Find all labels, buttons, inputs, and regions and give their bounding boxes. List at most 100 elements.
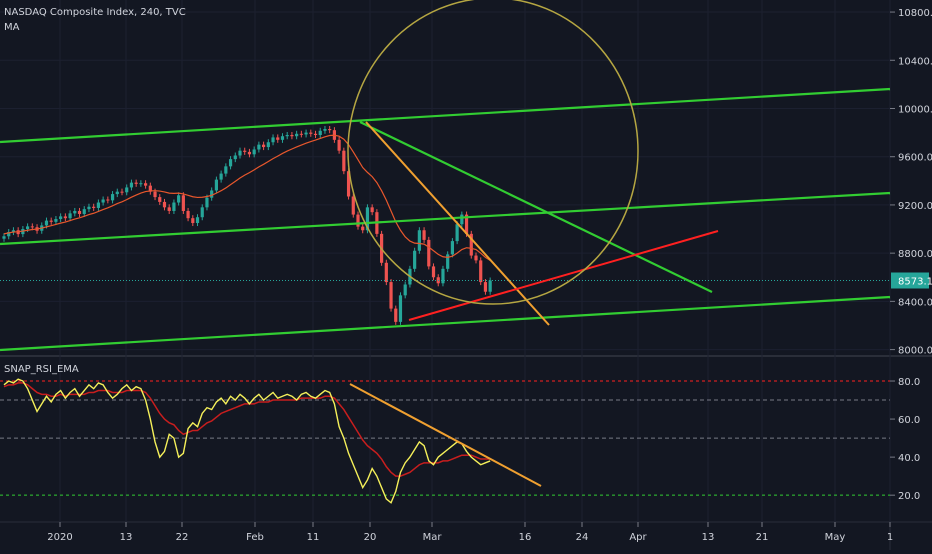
channel-upper-line: [0, 87, 891, 144]
x-tick-label: May: [825, 532, 846, 543]
candle-body: [144, 183, 148, 186]
x-tick-label: Feb: [246, 532, 264, 543]
candle-body: [101, 199, 105, 203]
rsi-pane[interactable]: [0, 378, 890, 504]
rsi-tick-label: 20.0: [898, 491, 920, 502]
candle-body: [214, 179, 218, 191]
candle-body: [446, 254, 450, 269]
candle-body: [219, 173, 223, 180]
orange-trend-line: [365, 121, 550, 326]
candle-body: [483, 282, 488, 292]
y-tick-label: 9600.0: [898, 153, 932, 164]
candle-body: [441, 268, 445, 284]
rsi-line: [3, 378, 491, 504]
y-tick-label: 8400.0: [898, 297, 932, 308]
candle-body: [73, 210, 77, 214]
candle-body: [238, 150, 242, 156]
y-tick-label: 10000.0: [898, 104, 932, 115]
candle-body: [11, 230, 16, 233]
candle-body: [280, 136, 285, 140]
circle-drawing: [347, 0, 639, 305]
x-tick-label: 16: [519, 532, 532, 543]
candle-body: [290, 135, 294, 137]
candle-body: [342, 150, 346, 172]
candle-body: [153, 191, 157, 198]
last-price-badge: [891, 272, 929, 289]
candle-body: [44, 220, 49, 226]
candle-body: [257, 144, 261, 150]
channel-mid-line: [0, 191, 891, 246]
candle-body: [460, 214, 464, 225]
rsi-tick-label: 60.0: [898, 415, 920, 426]
y-tick-label: 10400.0: [898, 56, 932, 67]
candle-body: [54, 219, 58, 222]
y-tick-label: 8800.0: [898, 249, 932, 260]
candle-body: [351, 196, 355, 215]
x-tick-label: 21: [756, 532, 769, 543]
candle-body: [59, 216, 63, 220]
candle-body: [450, 241, 454, 255]
candle-body: [106, 199, 110, 201]
x-tick-label: Apr: [629, 532, 647, 543]
x-tick-label: 1: [887, 532, 893, 543]
candle-body: [210, 190, 214, 198]
candle-body: [87, 206, 91, 210]
x-tick-label: 24: [576, 532, 589, 543]
candle-body: [68, 213, 72, 219]
rsi-indicator-label[interactable]: SNAP_RSI_EMA: [4, 364, 79, 375]
candle-body: [422, 230, 426, 240]
candle-body: [328, 128, 332, 131]
candle-body: [7, 232, 11, 237]
axes: 2020 13 22 Feb 11 20 Mar 16 24 Apr 13 21 May 1 8000.0 8…: [47, 8, 932, 543]
candle-body: [285, 135, 289, 137]
candle-body: [394, 308, 398, 322]
candle-body: [191, 218, 195, 224]
candle-body: [318, 130, 322, 136]
x-tick-label: 22: [176, 532, 189, 543]
candle-body: [96, 202, 100, 208]
candle-body: [488, 280, 492, 292]
candle-body: [181, 195, 185, 211]
candle-body: [361, 226, 365, 231]
candle-body: [228, 159, 233, 167]
candle-body: [370, 207, 374, 213]
candle-body: [455, 224, 459, 242]
drawings[interactable]: [0, 0, 891, 352]
candle-body: [148, 185, 152, 192]
ma-indicator-label[interactable]: MA: [4, 22, 20, 33]
candle-body: [139, 183, 143, 185]
candle-body: [417, 230, 421, 251]
candle-body: [252, 149, 256, 155]
candle-body: [469, 233, 473, 256]
ma-line: [3, 134, 491, 261]
candle-body: [403, 284, 407, 296]
candle-body: [304, 132, 308, 135]
candle-body: [337, 139, 341, 151]
candle-body: [129, 182, 134, 188]
candle-body: [125, 187, 129, 193]
y-tick-label: 10800.0: [898, 8, 932, 19]
candle-body: [177, 195, 181, 203]
symbol-title[interactable]: NASDAQ Composite Index, 240, TVC: [4, 7, 186, 18]
candle-body: [63, 216, 67, 219]
candle-body: [205, 197, 209, 208]
candle-body: [243, 150, 247, 152]
candle-body: [299, 133, 303, 135]
x-tick-label: 11: [307, 532, 320, 543]
candle-body: [82, 209, 86, 214]
candle-body: [158, 197, 162, 202]
candle-body: [309, 132, 313, 134]
candle-body: [120, 191, 124, 193]
candle-body: [162, 201, 167, 208]
x-tick-label: Mar: [423, 532, 443, 543]
candle-body: [77, 210, 82, 214]
candle-body: [474, 255, 478, 261]
rsi-tick-label: 40.0: [898, 453, 920, 464]
candle-body: [389, 282, 393, 309]
candle-body: [200, 207, 204, 218]
y-tick-label: 9200.0: [898, 201, 932, 212]
candle-body: [323, 128, 327, 131]
candle-body: [276, 137, 280, 140]
